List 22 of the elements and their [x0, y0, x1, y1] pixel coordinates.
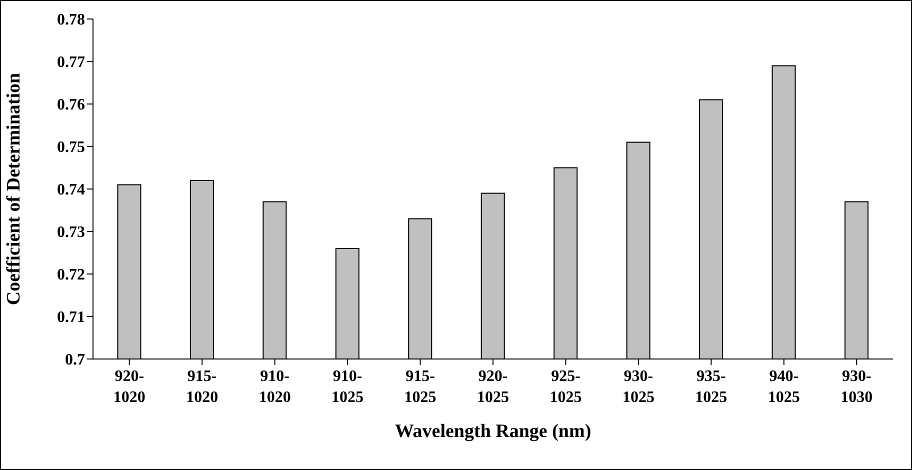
x-tick-label: 910-1020: [258, 368, 291, 406]
y-tick-label: 0.75: [57, 139, 85, 156]
y-tick-label: 0.78: [57, 12, 85, 29]
y-tick-label: 0.71: [57, 309, 85, 326]
x-tick-label: 930-1030: [840, 368, 873, 406]
x-tick-label: 915-1025: [404, 368, 436, 406]
x-tick-label: 910-1025: [332, 368, 364, 406]
y-tick-label: 0.74: [57, 182, 85, 199]
x-tick-label: 925-1025: [550, 368, 582, 406]
x-tick-label: 930-1025: [622, 368, 654, 406]
y-axis-title: Coefficient of Determination: [4, 72, 25, 306]
x-tick-label: 935-1025: [695, 368, 728, 406]
y-tick-label: 0.76: [57, 96, 85, 114]
x-tick-label: 915-1020: [186, 368, 218, 406]
x-tick-label: 920-1020: [113, 368, 146, 406]
x-tick-label: 920-1025: [477, 368, 509, 406]
y-tick-label: 0.72: [57, 266, 85, 284]
y-tick-label: 0.7: [65, 352, 85, 369]
x-tick-label: 940-1025: [768, 368, 800, 406]
y-tick-label: 0.73: [57, 224, 85, 242]
y-tick-label: 0.77: [57, 54, 85, 72]
x-axis-title: Wavelength Range (nm): [394, 421, 592, 442]
